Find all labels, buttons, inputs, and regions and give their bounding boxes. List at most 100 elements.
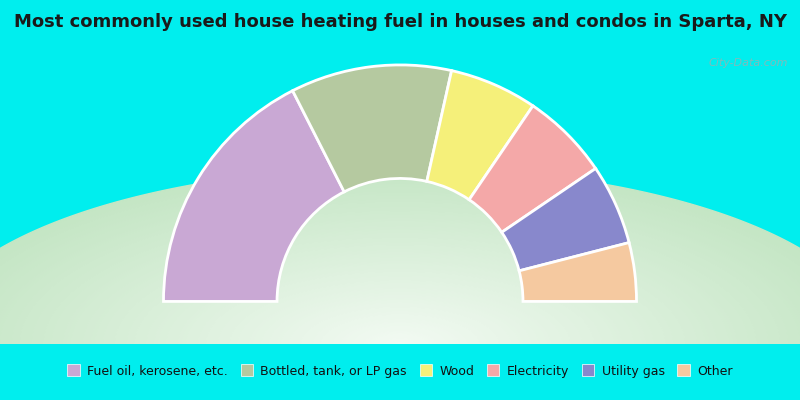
Polygon shape — [396, 342, 404, 344]
Polygon shape — [51, 214, 749, 344]
Polygon shape — [368, 332, 432, 344]
Polygon shape — [0, 182, 800, 344]
Polygon shape — [333, 319, 467, 344]
Polygon shape — [154, 252, 646, 344]
Polygon shape — [372, 334, 428, 344]
Polygon shape — [341, 322, 459, 344]
Polygon shape — [301, 307, 499, 344]
Wedge shape — [427, 71, 533, 200]
Polygon shape — [222, 278, 578, 344]
Polygon shape — [262, 292, 538, 344]
Polygon shape — [230, 280, 570, 344]
Polygon shape — [87, 228, 713, 344]
Polygon shape — [99, 232, 701, 344]
Polygon shape — [380, 337, 420, 344]
Polygon shape — [119, 239, 681, 344]
Polygon shape — [0, 194, 800, 344]
Polygon shape — [198, 269, 602, 344]
Polygon shape — [186, 264, 614, 344]
Polygon shape — [91, 229, 709, 344]
Polygon shape — [138, 247, 662, 344]
Text: Most commonly used house heating fuel in houses and condos in Sparta, NY: Most commonly used house heating fuel in… — [14, 13, 786, 31]
Wedge shape — [469, 106, 596, 232]
Polygon shape — [293, 304, 507, 344]
Polygon shape — [317, 313, 483, 344]
Polygon shape — [115, 238, 685, 344]
Polygon shape — [0, 177, 800, 344]
Polygon shape — [388, 340, 412, 344]
Polygon shape — [158, 254, 642, 344]
Polygon shape — [289, 303, 511, 344]
Polygon shape — [202, 270, 598, 344]
Polygon shape — [325, 316, 475, 344]
Polygon shape — [55, 216, 745, 344]
Polygon shape — [0, 189, 800, 344]
Wedge shape — [519, 243, 637, 302]
Polygon shape — [12, 200, 788, 344]
Polygon shape — [122, 241, 677, 344]
Polygon shape — [349, 325, 451, 344]
Polygon shape — [0, 174, 800, 344]
Polygon shape — [353, 326, 447, 344]
Polygon shape — [182, 263, 618, 344]
Polygon shape — [40, 210, 760, 344]
Polygon shape — [20, 202, 780, 344]
Polygon shape — [16, 201, 784, 344]
Polygon shape — [0, 188, 800, 344]
Polygon shape — [0, 173, 800, 344]
Polygon shape — [254, 290, 546, 344]
Wedge shape — [502, 168, 629, 271]
Polygon shape — [178, 261, 622, 344]
Polygon shape — [63, 219, 737, 344]
Polygon shape — [313, 312, 487, 344]
Polygon shape — [142, 248, 658, 344]
Polygon shape — [0, 176, 800, 344]
Polygon shape — [146, 250, 654, 344]
Polygon shape — [0, 179, 800, 344]
Polygon shape — [24, 204, 776, 344]
Polygon shape — [218, 276, 582, 344]
Polygon shape — [170, 258, 630, 344]
Polygon shape — [361, 329, 440, 344]
Polygon shape — [134, 245, 666, 344]
Polygon shape — [274, 297, 526, 344]
Polygon shape — [250, 288, 550, 344]
Polygon shape — [282, 300, 519, 344]
Polygon shape — [28, 205, 772, 344]
Polygon shape — [0, 195, 800, 344]
Polygon shape — [0, 183, 800, 344]
Polygon shape — [4, 196, 796, 344]
Polygon shape — [47, 213, 753, 344]
Polygon shape — [111, 236, 689, 344]
Polygon shape — [43, 211, 757, 344]
Polygon shape — [214, 275, 586, 344]
Polygon shape — [210, 273, 590, 344]
Polygon shape — [238, 284, 562, 344]
Polygon shape — [0, 190, 800, 344]
Polygon shape — [305, 308, 495, 344]
Polygon shape — [0, 167, 800, 344]
Polygon shape — [329, 318, 471, 344]
Polygon shape — [79, 224, 721, 344]
Polygon shape — [376, 335, 424, 344]
Polygon shape — [297, 306, 503, 344]
Polygon shape — [174, 260, 626, 344]
Polygon shape — [162, 256, 638, 344]
Polygon shape — [32, 207, 768, 344]
Polygon shape — [234, 282, 566, 344]
Polygon shape — [0, 192, 800, 344]
Polygon shape — [278, 298, 522, 344]
Polygon shape — [266, 294, 534, 344]
Polygon shape — [8, 198, 792, 344]
Polygon shape — [392, 341, 408, 344]
Polygon shape — [357, 328, 443, 344]
Polygon shape — [246, 286, 554, 344]
Wedge shape — [293, 65, 451, 192]
Polygon shape — [190, 266, 610, 344]
Polygon shape — [345, 323, 455, 344]
Polygon shape — [36, 208, 764, 344]
Polygon shape — [83, 226, 717, 344]
Polygon shape — [0, 180, 800, 344]
Polygon shape — [0, 168, 800, 344]
Polygon shape — [321, 314, 479, 344]
